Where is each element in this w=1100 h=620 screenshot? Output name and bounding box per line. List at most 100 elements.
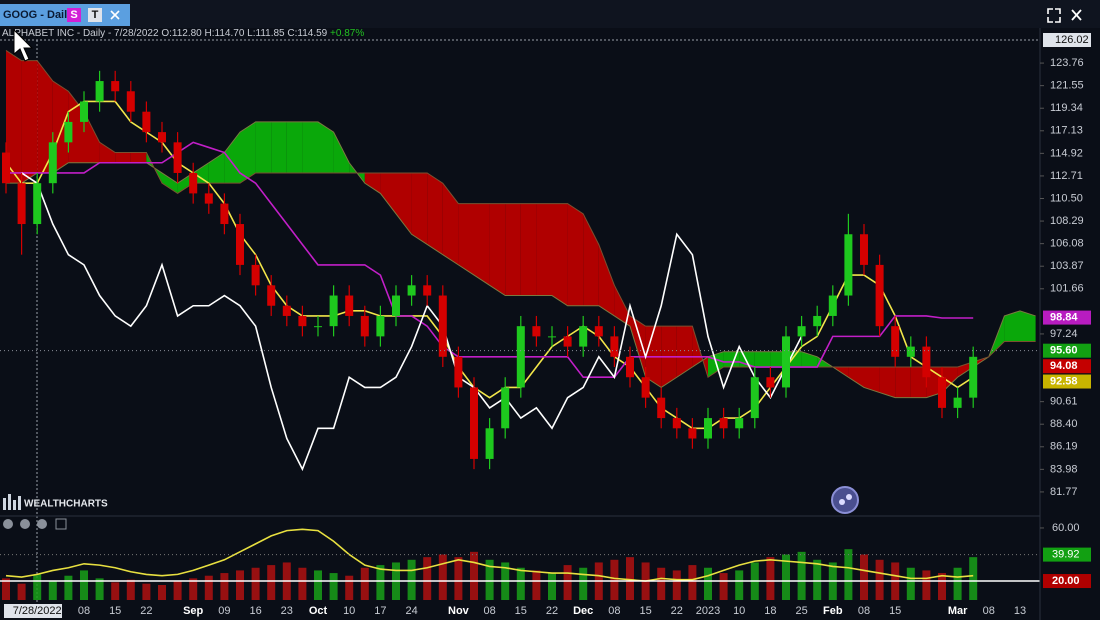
candle-body xyxy=(329,295,338,327)
candle-body xyxy=(173,142,182,173)
volume-bar xyxy=(267,565,276,600)
s-button-label: S xyxy=(70,9,77,21)
cloud-segment xyxy=(84,111,100,163)
volume-bar xyxy=(173,581,182,600)
cloud-segment xyxy=(21,60,38,184)
title-bar xyxy=(0,0,1100,28)
volume-bar xyxy=(672,570,681,600)
x-tick-label: 13 xyxy=(1014,605,1026,617)
reference-tag xyxy=(1043,574,1091,589)
x-tick-label: Nov xyxy=(448,605,470,617)
close-button[interactable] xyxy=(1071,9,1082,21)
cloud-span-b xyxy=(5,49,1036,379)
cloud-segment xyxy=(255,121,272,173)
cloud-segment xyxy=(676,326,693,378)
volume-bar xyxy=(735,570,744,600)
candle-body xyxy=(236,224,244,265)
candle-body xyxy=(454,356,463,388)
x-tick-label: 22 xyxy=(671,605,683,617)
cloud-segment xyxy=(286,121,303,173)
candle-body xyxy=(48,142,57,184)
tab-close[interactable] xyxy=(110,10,120,20)
floating-widget[interactable] xyxy=(831,486,859,514)
cloud-segment xyxy=(6,50,22,184)
volume-bar xyxy=(220,573,229,600)
info-name: ALPHABET INC - Daily - 7/28/2022 xyxy=(2,28,159,39)
candle-body xyxy=(64,121,73,143)
indicator-line xyxy=(5,528,974,582)
candle-body xyxy=(17,183,26,225)
info-high: H:114.70 xyxy=(205,28,245,39)
candle-body xyxy=(501,387,510,429)
cloud-segment xyxy=(754,351,771,368)
volume-bar xyxy=(657,567,666,600)
cloud-segment xyxy=(567,203,584,306)
candle-body xyxy=(33,183,42,225)
volume-bar xyxy=(626,557,634,600)
s-button[interactable] xyxy=(67,8,81,22)
y-tick-label: 101.66 xyxy=(1050,283,1084,295)
candle-body xyxy=(953,397,962,408)
x-tick-label: 10 xyxy=(343,605,355,617)
y-tick-label: 123.76 xyxy=(1050,57,1084,69)
volume-bar xyxy=(407,559,416,600)
volume-bar xyxy=(938,573,946,600)
candle-body xyxy=(438,295,447,357)
volume-bar xyxy=(922,570,931,600)
candle-body xyxy=(844,234,853,296)
pane-toolbar[interactable] xyxy=(3,518,67,530)
volume-bar xyxy=(80,570,88,600)
cloud-segment xyxy=(552,203,568,306)
x-tick-label: 17 xyxy=(374,605,386,617)
x-tick-label: 16 xyxy=(249,605,261,617)
indicator-line xyxy=(21,172,803,472)
price-tag-label: 92.58 xyxy=(1050,375,1078,387)
x-tick-label: Oct xyxy=(309,605,328,617)
cloud-segment xyxy=(614,285,630,327)
cloud-segment xyxy=(162,172,178,194)
volume-bar xyxy=(204,575,213,600)
candle-body xyxy=(158,132,166,143)
t-button[interactable] xyxy=(88,8,102,22)
x-tick-label: 22 xyxy=(140,605,152,617)
expand-button[interactable] xyxy=(1047,8,1061,23)
plot-layer xyxy=(0,49,1040,600)
candle-body xyxy=(610,336,619,357)
cloud-segment xyxy=(208,152,225,184)
candle-body xyxy=(719,418,728,429)
x-tick-label: 08 xyxy=(78,605,90,617)
volume-bar xyxy=(189,578,198,600)
cloud-segment xyxy=(879,367,896,398)
x-tick-label: Mar xyxy=(948,605,968,617)
cloud-segment xyxy=(130,152,147,163)
price-tag xyxy=(1043,359,1091,374)
candle-body xyxy=(922,346,931,378)
indicator-tag xyxy=(1043,547,1091,562)
volume-bar xyxy=(704,567,712,600)
volume-bar xyxy=(844,549,853,600)
candle-body xyxy=(875,264,884,327)
info-line: ALPHABET INC - Daily - 7/28/2022 O:112.8… xyxy=(2,28,364,39)
cloud-segment xyxy=(583,213,599,306)
cloud-segment xyxy=(364,172,381,194)
cloud-segment xyxy=(630,315,646,378)
cloud-segment xyxy=(224,132,240,184)
candle-body xyxy=(828,295,837,316)
candle-body xyxy=(626,356,634,378)
y-tick-label: 121.55 xyxy=(1050,80,1084,92)
volume-bar xyxy=(64,575,73,600)
y-tick-label: 110.50 xyxy=(1050,192,1083,204)
volume-bar xyxy=(17,583,26,600)
candle-body xyxy=(345,295,354,316)
volume-bar xyxy=(906,567,915,600)
x-tick-label: 08 xyxy=(608,605,620,617)
logo-mark xyxy=(3,494,21,510)
volume-bar xyxy=(33,574,42,600)
volume-bar xyxy=(813,559,822,600)
price-tag xyxy=(1043,374,1091,389)
candle-body xyxy=(688,428,697,439)
candle-body xyxy=(750,377,759,419)
candle-body xyxy=(376,315,385,337)
x-tick-label: 15 xyxy=(889,605,901,617)
